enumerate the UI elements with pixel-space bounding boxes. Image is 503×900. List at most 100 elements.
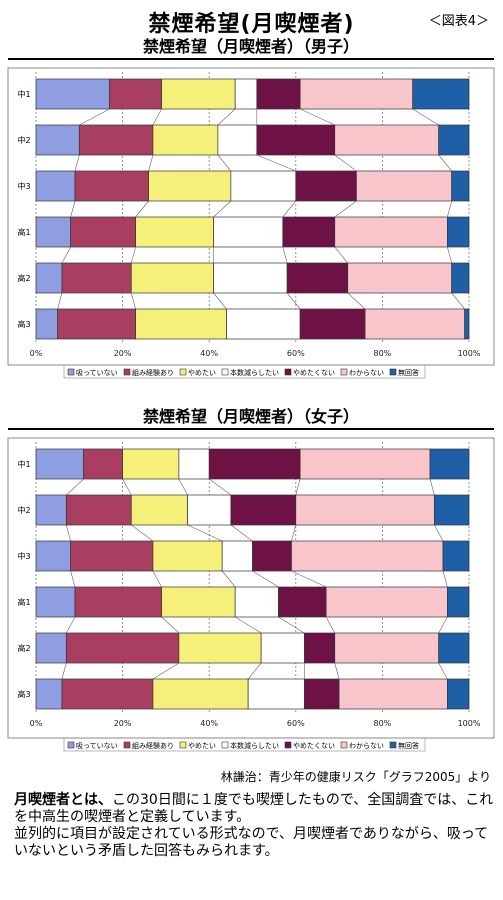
bar-segment [109, 78, 162, 110]
legend-item: 本数減らしたい [221, 368, 279, 377]
legend-swatch [123, 741, 131, 749]
x-tick-label: 20% [114, 719, 132, 728]
bar-segment [230, 170, 297, 202]
bar-segment [74, 170, 149, 202]
bar-segment [35, 170, 76, 202]
bar-segment [122, 448, 180, 480]
bar-segment [35, 586, 76, 618]
connector-line [438, 662, 448, 680]
bar-segment [35, 124, 80, 156]
bar-segment [35, 448, 84, 480]
legend-label: わからない [349, 742, 384, 750]
bar-segment [234, 586, 279, 618]
bar-segment [78, 124, 154, 156]
bar-segment [226, 308, 301, 340]
connector-line [187, 524, 223, 542]
bar-segment [35, 678, 63, 710]
bar-segment [130, 494, 188, 526]
bar-segment [148, 170, 232, 202]
x-tick-label: 60% [287, 349, 305, 358]
connector-line [235, 616, 262, 634]
bar-segment [35, 540, 71, 572]
x-tick-label: 60% [287, 719, 305, 728]
bar-segment [35, 216, 71, 248]
bar-segment [187, 494, 232, 526]
connector-line [66, 524, 71, 542]
connector-line [217, 154, 232, 172]
bar-segment [338, 678, 448, 710]
connector-line [122, 478, 132, 496]
bar-segment [178, 448, 210, 480]
bar-segment [334, 216, 448, 248]
legend-swatch [340, 741, 348, 749]
legend-label: 本数減らしたい [230, 741, 279, 750]
bar-segment [260, 632, 305, 664]
legend-swatch [389, 741, 397, 749]
connector-line [325, 616, 336, 634]
connector-line [300, 108, 335, 126]
connector-line [148, 154, 154, 172]
bar-segment [152, 124, 219, 156]
legend-swatch [389, 368, 397, 376]
legend-swatch [67, 741, 75, 749]
bar-segment [304, 678, 340, 710]
bar-segment [447, 216, 470, 248]
bar-segment [234, 78, 258, 110]
bar-segment [178, 632, 262, 664]
legend-label: 無回答 [398, 741, 419, 750]
bar-segment [256, 124, 336, 156]
legend: 吸っていない 組み経験あり やめたい 本数減らしたい やめたくない わからない 無回答 [67, 741, 419, 750]
bar-segment [364, 308, 466, 340]
legend-item: やめたい [179, 741, 216, 750]
bar-segment [35, 262, 63, 294]
connector-line [291, 524, 297, 542]
bar-segment [70, 216, 136, 248]
bar-segment [61, 262, 132, 294]
legend-item: 無回答 [389, 741, 419, 750]
category-label: 中2 [17, 135, 30, 145]
bar-segment [429, 448, 470, 480]
bar-segment [299, 308, 366, 340]
note-term: 月喫煙者とは、 [14, 792, 112, 808]
connector-line [278, 616, 305, 634]
connector-line [334, 246, 348, 264]
chart-title: 禁煙希望（月喫煙者）（男子） [143, 37, 359, 56]
connector-line [152, 662, 180, 680]
connector-line [57, 292, 63, 310]
bar-segment [208, 448, 301, 480]
bar-segment [247, 678, 305, 710]
note-text: 月喫煙者とは、この30日間に１度でも喫煙したもので、全国調査では、これを中高生の… [14, 792, 494, 860]
note-definition: 月喫煙者とは、この30日間に１度でも喫煙したもので、全国調査では、これを中高生の… [14, 792, 494, 826]
x-tick-label: 0% [30, 349, 43, 358]
legend-item: 本数減らしたい [221, 741, 279, 750]
connector-line [282, 246, 288, 264]
category-label: 中1 [17, 459, 30, 469]
bar-segment [438, 632, 470, 664]
connector-line [213, 292, 227, 310]
category-label: 高3 [17, 319, 30, 329]
bar-segment [130, 262, 214, 294]
bar-segment [230, 494, 297, 526]
category-label: 高3 [17, 689, 30, 699]
legend-label: 本数減らしたい [230, 368, 279, 377]
connector-line [334, 662, 340, 680]
connector-line [438, 616, 448, 634]
bar-segment [278, 586, 327, 618]
connector-line [447, 246, 452, 264]
bar-segment [295, 494, 435, 526]
x-tick-label: 80% [374, 719, 392, 728]
bar-segment [282, 216, 336, 248]
bar-segment [451, 170, 470, 202]
category-label: 中2 [17, 505, 30, 515]
bar-segment [83, 448, 123, 480]
bar-segment [442, 540, 470, 572]
legend-item: 吸っていない [67, 741, 118, 750]
connector-line [247, 662, 262, 680]
legend-label: 無回答 [398, 368, 419, 377]
connector-line [135, 200, 149, 218]
note-caveat: 並列的に項目が設定されている形式なので、月喫煙者でありながら、吸っていないという… [14, 826, 489, 859]
connector-line [61, 662, 67, 680]
connector-line [429, 478, 435, 496]
bar-segment [61, 678, 154, 710]
connector-line [447, 200, 452, 218]
